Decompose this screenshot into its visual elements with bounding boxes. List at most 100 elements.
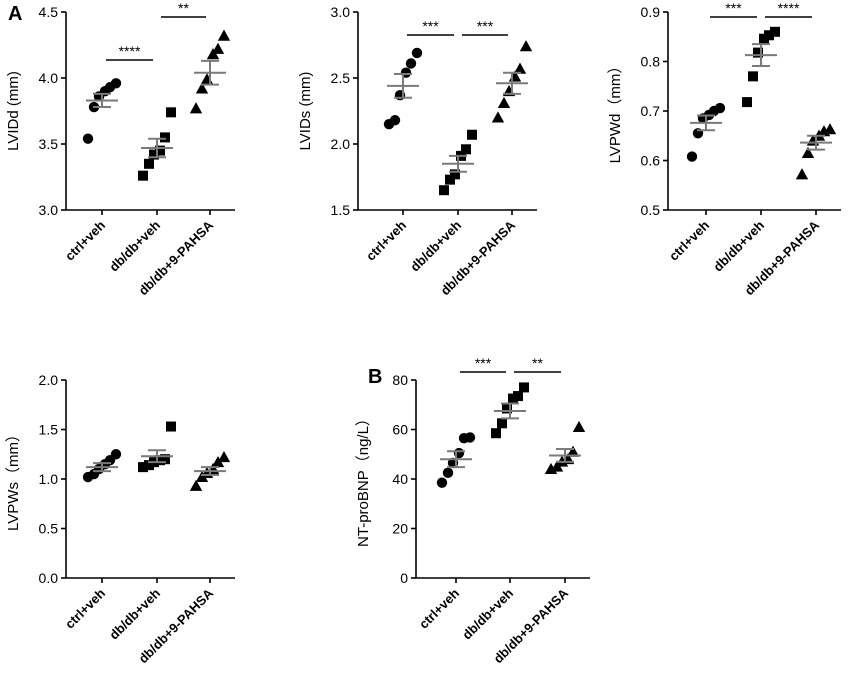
data-point-circle xyxy=(714,102,726,114)
data-point-circle xyxy=(436,477,448,488)
x-category-label: ctrl+veh xyxy=(62,585,108,631)
data-point-square xyxy=(748,71,758,82)
x-category-label: db/db+veh xyxy=(459,585,516,642)
data-point-triangle xyxy=(801,146,815,159)
y-axis-title: NT-proBNP（ng/L） xyxy=(355,411,372,547)
significance-label: *** xyxy=(475,355,492,371)
y-tick-label: 3.5 xyxy=(39,136,59,152)
data-point-square xyxy=(753,47,763,58)
data-point-square xyxy=(138,170,148,181)
y-tick-label: 1.0 xyxy=(39,471,59,487)
y-tick-label: 4.0 xyxy=(39,70,59,86)
y-axis-title: LVIDd (mm) xyxy=(5,71,22,151)
data-point-triangle xyxy=(211,455,225,468)
y-axis-title: LVPWs（mm） xyxy=(5,427,22,531)
y-tick-label: 0.5 xyxy=(39,521,59,537)
data-point-triangle xyxy=(795,168,809,180)
data-point-triangle xyxy=(519,40,533,52)
data-point-triangle xyxy=(217,451,231,463)
data-point-square xyxy=(138,462,148,473)
data-point-square xyxy=(166,107,176,118)
data-point-circle xyxy=(442,467,454,479)
y-tick-label: 0.8 xyxy=(641,54,661,70)
data-point-square xyxy=(160,132,170,143)
data-point-square xyxy=(770,26,780,37)
significance-label: *** xyxy=(422,18,439,34)
significance-label: **** xyxy=(778,0,800,16)
data-point-square xyxy=(764,30,774,41)
data-point-circle xyxy=(389,115,401,126)
lvpwd-chart: 0.5 0.6 0.7 0.8 0.9 LVPWd（mm） ctrl+vehdb/db+ve… xyxy=(607,0,841,298)
y-tick-label: 0.7 xyxy=(641,103,661,119)
data-point-square xyxy=(439,185,449,196)
data-point-triangle xyxy=(513,62,527,74)
x-category-label: ctrl+veh xyxy=(363,217,409,263)
y-tick-label: 0.9 xyxy=(641,4,661,20)
x-category-label: db/db+veh xyxy=(407,217,464,274)
data-point-square xyxy=(513,391,523,402)
data-point-triangle xyxy=(211,42,225,54)
y-tick-label: 4.5 xyxy=(39,4,59,20)
data-point-triangle xyxy=(491,111,505,123)
x-category-label: db/db+veh xyxy=(106,217,163,274)
data-point-triangle xyxy=(189,102,203,114)
y-tick-label: 2.0 xyxy=(39,372,59,388)
significance-label: *** xyxy=(725,0,742,16)
data-point-triangle xyxy=(217,29,231,41)
data-point-square xyxy=(742,97,752,108)
y-tick-label: 3.0 xyxy=(331,4,351,20)
y-tick-label: 40 xyxy=(392,471,408,487)
data-point-triangle xyxy=(823,123,837,135)
data-point-triangle xyxy=(200,73,214,85)
panel-letter-a: A xyxy=(8,3,22,25)
data-point-triangle xyxy=(572,420,586,432)
y-tick-label: 60 xyxy=(392,422,408,438)
data-point-circle xyxy=(686,151,698,162)
significance-label: **** xyxy=(119,43,141,59)
y-tick-label: 0.0 xyxy=(39,570,59,586)
panel-letter-b: B xyxy=(368,366,382,388)
significance-label: ** xyxy=(532,355,543,371)
significance-label: ** xyxy=(178,0,189,16)
data-point-square xyxy=(461,144,471,155)
data-point-square xyxy=(155,145,165,156)
x-category-label: db/db+veh xyxy=(710,217,767,274)
data-point-square xyxy=(160,454,170,465)
data-point-square xyxy=(491,428,501,439)
data-point-square xyxy=(519,382,529,393)
y-tick-label: 0.6 xyxy=(641,153,661,169)
data-point-square xyxy=(467,129,477,140)
data-point-circle xyxy=(110,449,122,460)
y-tick-label: 1.5 xyxy=(39,422,59,438)
y-tick-label: 80 xyxy=(392,372,408,388)
y-axis-title: LVPWd（mm） xyxy=(607,59,624,164)
data-point-square xyxy=(497,418,507,429)
data-point-square xyxy=(445,174,455,185)
x-category-label: ctrl+veh xyxy=(666,217,712,263)
data-point-triangle xyxy=(195,82,209,94)
data-point-circle xyxy=(82,133,94,144)
data-point-triangle xyxy=(497,96,511,109)
y-tick-label: 2.5 xyxy=(331,70,351,86)
data-point-circle xyxy=(405,58,417,69)
data-point-square xyxy=(149,149,159,160)
significance-label: *** xyxy=(477,18,494,34)
data-point-square xyxy=(502,403,512,414)
x-category-label: ctrl+veh xyxy=(62,217,108,263)
x-category-label: db/db+veh xyxy=(106,585,163,642)
y-tick-label: 20 xyxy=(392,521,408,537)
y-axis-title: LVIDs (mm) xyxy=(297,72,314,151)
data-point-circle xyxy=(411,47,423,59)
data-point-square xyxy=(144,158,154,169)
data-point-square xyxy=(166,421,176,432)
data-point-triangle xyxy=(189,479,203,491)
data-point-triangle xyxy=(566,445,580,457)
y-tick-label: 1.5 xyxy=(331,202,351,218)
data-point-circle xyxy=(464,432,476,443)
y-tick-label: 0 xyxy=(400,570,408,586)
lvpws-chart: 0.0 0.5 1.0 1.5 2.0 LVPWs（mm） ctrl+vehdb/db+ve… xyxy=(5,372,235,666)
y-tick-label: 3.0 xyxy=(39,202,59,218)
